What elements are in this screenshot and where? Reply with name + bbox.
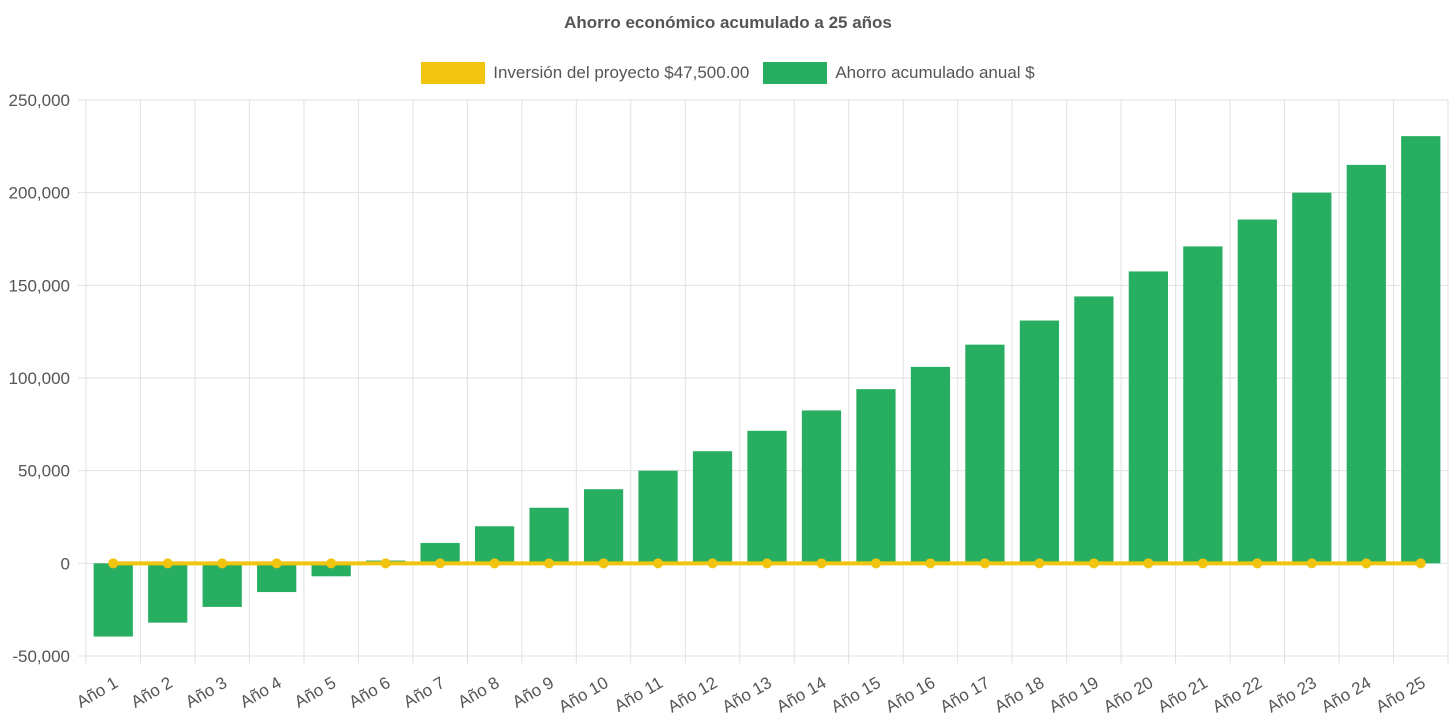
bar xyxy=(1128,271,1168,564)
x-axis-ticks: Año 1 Año 2 Año 3 Año 4 Año 5 Año 6 Año 7 Año 8… xyxy=(73,673,1429,716)
x-tick-label: Año 14 xyxy=(773,673,829,716)
bar xyxy=(1346,164,1386,564)
investment-point xyxy=(870,558,881,569)
x-tick-label: Año 20 xyxy=(1100,673,1156,716)
bar xyxy=(202,563,242,607)
bar xyxy=(1401,136,1441,564)
investment-point xyxy=(653,558,664,569)
legend-swatch-investment xyxy=(421,62,486,84)
investment-point xyxy=(925,558,936,569)
bar xyxy=(583,489,624,564)
bar xyxy=(1183,246,1223,564)
x-tick-label: Año 1 xyxy=(73,673,121,712)
investment-point xyxy=(762,558,772,569)
y-tick-label: 0 xyxy=(61,554,70,573)
x-tick-label: Año 3 xyxy=(182,673,230,712)
bar xyxy=(1237,219,1277,564)
bar xyxy=(148,563,188,623)
investment-point xyxy=(380,558,391,569)
x-tick-label: Año 21 xyxy=(1155,673,1211,716)
y-tick-label: 100,000 xyxy=(9,369,70,388)
bar xyxy=(93,563,133,637)
bar xyxy=(1074,296,1114,564)
bar xyxy=(638,470,678,564)
bar xyxy=(692,451,733,564)
x-tick-label: Año 8 xyxy=(455,673,503,712)
investment-point xyxy=(1252,558,1263,569)
x-tick-label: Año 16 xyxy=(882,673,938,716)
bar xyxy=(311,563,351,577)
legend-item-savings[interactable]: Ahorro acumulado anual $ xyxy=(763,62,1035,84)
x-tick-label: Año 4 xyxy=(237,673,285,712)
investment-point xyxy=(1034,558,1045,569)
legend-swatch-savings xyxy=(763,62,828,84)
x-tick-label: Año 24 xyxy=(1318,673,1374,716)
legend-label-savings: Ahorro acumulado anual $ xyxy=(835,63,1035,82)
x-tick-label: Año 12 xyxy=(664,673,720,716)
investment-point xyxy=(1306,558,1317,569)
investment-point xyxy=(271,558,282,569)
x-tick-label: Año 15 xyxy=(828,673,884,716)
investment-point xyxy=(1197,558,1208,569)
legend-label-investment: Inversión del proyecto $47,500.00 xyxy=(493,63,750,82)
y-tick-label: 50,000 xyxy=(18,462,70,481)
investment-point xyxy=(326,558,337,569)
x-tick-label: Año 17 xyxy=(937,673,993,716)
x-tick-label: Año 5 xyxy=(291,673,339,712)
investment-point xyxy=(1143,558,1154,569)
x-tick-label: Año 23 xyxy=(1264,673,1320,716)
investment-point xyxy=(598,558,609,569)
chart-title: Ahorro económico acumulado a 25 años xyxy=(564,13,892,32)
x-tick-label: Año 9 xyxy=(509,673,557,712)
x-tick-label: Año 7 xyxy=(400,673,448,712)
bar xyxy=(1019,320,1060,564)
x-tick-label: Año 6 xyxy=(346,673,394,712)
x-tick-label: Año 2 xyxy=(128,673,176,712)
y-tick-label: 150,000 xyxy=(9,276,70,295)
line-series xyxy=(108,558,1426,569)
bar xyxy=(910,366,951,564)
x-tick-label: Año 19 xyxy=(1046,673,1102,716)
bar xyxy=(1292,192,1332,564)
investment-point xyxy=(816,558,827,569)
y-axis-ticks: -50,000 0 50,000 100,000 150,000 200,000 250,0… xyxy=(9,91,70,666)
x-tick-label: Año 25 xyxy=(1373,673,1429,716)
investment-point xyxy=(1088,558,1099,569)
bar xyxy=(965,344,1005,564)
x-tick-label: Año 13 xyxy=(719,673,775,716)
investment-point xyxy=(489,558,500,569)
chart-legend: Inversión del proyecto $47,500.00 Ahorro… xyxy=(0,62,1456,84)
bar-series xyxy=(93,136,1441,637)
x-tick-label: Año 10 xyxy=(555,673,611,716)
investment-point xyxy=(435,558,446,569)
y-tick-label: 200,000 xyxy=(9,184,70,203)
investment-point xyxy=(162,558,173,569)
investment-point xyxy=(544,558,555,569)
investment-point xyxy=(1415,558,1426,569)
bar xyxy=(529,507,569,564)
legend-item-investment[interactable]: Inversión del proyecto $47,500.00 xyxy=(421,62,749,84)
y-tick-label: -50,000 xyxy=(12,647,70,666)
investment-point xyxy=(217,558,228,569)
investment-point xyxy=(707,558,718,569)
bar xyxy=(474,526,515,564)
x-tick-label: Año 18 xyxy=(991,673,1047,716)
investment-point xyxy=(979,558,990,569)
bar xyxy=(420,542,460,564)
y-tick-label: 250,000 xyxy=(9,91,70,110)
investment-point xyxy=(1361,558,1372,569)
x-tick-label: Año 22 xyxy=(1209,673,1265,716)
bar xyxy=(856,389,896,564)
investment-point xyxy=(108,558,119,569)
bar xyxy=(801,410,842,564)
bar xyxy=(747,430,787,564)
x-tick-label: Año 11 xyxy=(611,673,666,716)
